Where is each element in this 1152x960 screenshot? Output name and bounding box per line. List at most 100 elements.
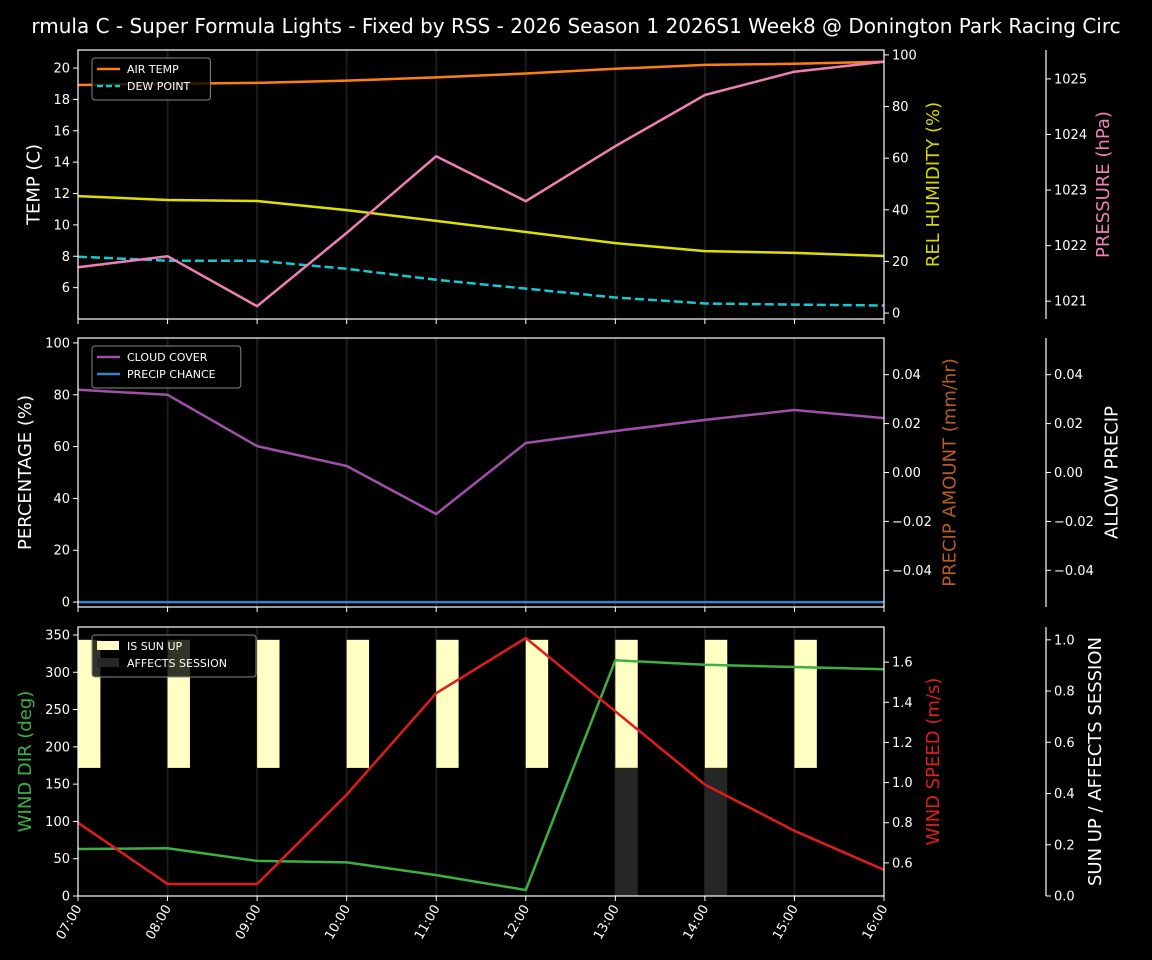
x-tick-label: 14:00 (681, 903, 713, 943)
legend-label: CLOUD COVER (127, 351, 208, 364)
y-tick-label: 1024 (1054, 128, 1087, 143)
y-tick-label: 80 (53, 388, 70, 403)
y-tick-label: 0.6 (1054, 736, 1075, 751)
series-line-dew-point (78, 255, 884, 307)
y-tick-label: −0.04 (892, 564, 932, 579)
series-line-wind-speed-m-s (78, 636, 884, 886)
x-tick-label: 13:00 (591, 903, 623, 943)
y-tick-label: −0.02 (1054, 515, 1094, 530)
legend-box (91, 57, 211, 101)
plot-area (78, 60, 884, 308)
sun-up-bar (794, 639, 817, 768)
series-line-wind-dir-deg (78, 659, 884, 892)
plot-frame (77, 49, 885, 320)
panel-1: 6 8 10 12 14 16 18 20 TEMP (C) 0 20 40 60 80 100 REL HU… (23, 48, 1114, 324)
sun-up-bar (346, 639, 370, 768)
y-tick-label: 0.8 (1054, 685, 1075, 700)
legend-label: DEW POINT (127, 80, 191, 93)
sun-up-bar (436, 639, 459, 768)
legend: CLOUD COVER PRECIP CHANCE (91, 345, 242, 389)
axis-label-right1: PRECIP AMOUNT (mm/hr) (940, 358, 961, 587)
y-tick-label: 0.0 (1054, 890, 1075, 905)
sun-up-bar (257, 639, 280, 768)
y-tick-label: 1021 (1054, 295, 1087, 310)
y-tick-label: 60 (892, 152, 909, 167)
x-tick-label: 08:00 (143, 903, 175, 943)
y-tick-label: 0.2 (1054, 838, 1075, 853)
panel-2: 0 20 40 60 80 100 PERCENTAGE (%) −0.04 −0.02 0.00… (15, 336, 1123, 612)
sun-up-bar (615, 639, 638, 768)
y-tick-label: 1.2 (892, 736, 913, 751)
y-tick-label: 20 (892, 255, 909, 270)
y-tick-label: 1.4 (892, 696, 913, 711)
y-tick-label: 0.4 (1054, 787, 1075, 802)
y-tick-label: 0.8 (892, 816, 913, 831)
legend-label: IS SUN UP (127, 640, 183, 653)
y-tick-label: 14 (53, 156, 70, 171)
y-tick-label: 18 (53, 93, 70, 108)
y-tick-label: 150 (45, 778, 70, 793)
axis-label-left: PERCENTAGE (%) (15, 395, 36, 550)
y-tick-label: 0.02 (1054, 417, 1083, 432)
axis-label-right2: ALLOW PRECIP (1102, 406, 1123, 539)
legend-box (91, 345, 242, 389)
x-tick-label: 12:00 (502, 903, 534, 943)
y-tick-label: 10 (53, 218, 70, 233)
y-tick-label: 1.6 (892, 656, 913, 671)
legend-label: AFFECTS SESSION (127, 657, 227, 670)
x-tick-label: 07:00 (54, 903, 86, 943)
y-tick-label: 0 (62, 596, 70, 611)
y-tick-label: 0 (892, 307, 900, 322)
y-tick-label: 0 (62, 890, 70, 905)
y-tick-label: 6 (62, 281, 70, 296)
plot-frame (77, 626, 885, 897)
chart-title: rmula C - Super Formula Lights - Fixed b… (31, 14, 1121, 38)
y-tick-label: 100 (45, 815, 70, 830)
axis-label-left: WIND DIR (deg) (15, 691, 36, 833)
axis-label-right1: REL HUMIDITY (%) (923, 102, 944, 267)
axis-label-left: TEMP (C) (23, 144, 44, 226)
y-tick-label: 12 (53, 187, 70, 202)
y-tick-label: 1022 (1054, 239, 1087, 254)
y-tick-label: 1.0 (1054, 633, 1075, 648)
y-tick-label: 350 (45, 628, 70, 643)
legend: IS SUN UP AFFECTS SESSION (91, 634, 257, 678)
y-tick-label: −0.02 (892, 515, 932, 530)
legend-label: AIR TEMP (127, 63, 179, 76)
x-tick-label: 10:00 (322, 903, 354, 943)
axis-label-right1: WIND SPEED (m/s) (923, 678, 944, 846)
axis-label-right2: PRESSURE (hPa) (1093, 111, 1114, 258)
y-tick-label: −0.04 (1054, 564, 1094, 579)
series-line-pressure-hpa (78, 60, 884, 308)
legend-swatch (97, 641, 119, 650)
y-tick-label: 1.0 (892, 776, 913, 791)
plot-area (78, 388, 884, 604)
y-tick-label: 100 (45, 336, 70, 351)
panel-3: 0 50 100 150 200 250 300 350 WIND DIR (deg) 0.6 0.… (15, 626, 1106, 943)
y-tick-label: 200 (45, 740, 70, 755)
y-tick-label: 20 (53, 62, 70, 77)
legend-label: PRECIP CHANCE (127, 368, 216, 381)
series-line-rel-humidity (78, 194, 884, 258)
y-tick-label: 0.00 (1054, 466, 1083, 481)
y-tick-label: 300 (45, 666, 70, 681)
x-tick-label: 11:00 (412, 903, 444, 943)
legend-swatch (97, 658, 119, 667)
legend-box (91, 634, 257, 678)
y-tick-label: 0.04 (892, 368, 921, 383)
y-tick-label: 100 (892, 48, 917, 63)
y-tick-label: 1025 (1054, 72, 1087, 87)
y-tick-label: 0.02 (892, 417, 921, 432)
affects-session-bar (615, 767, 638, 896)
y-tick-label: 50 (53, 852, 70, 867)
y-tick-label: 16 (53, 124, 70, 139)
sun-up-bar (704, 639, 728, 768)
x-tick-label: 16:00 (860, 903, 892, 943)
x-tick-label: 09:00 (233, 903, 265, 943)
sun-up-bar (525, 639, 549, 768)
y-tick-label: 250 (45, 703, 70, 718)
plot-area (78, 636, 884, 896)
x-tick-label: 15:00 (770, 903, 802, 943)
legend: AIR TEMP DEW POINT (91, 57, 211, 101)
